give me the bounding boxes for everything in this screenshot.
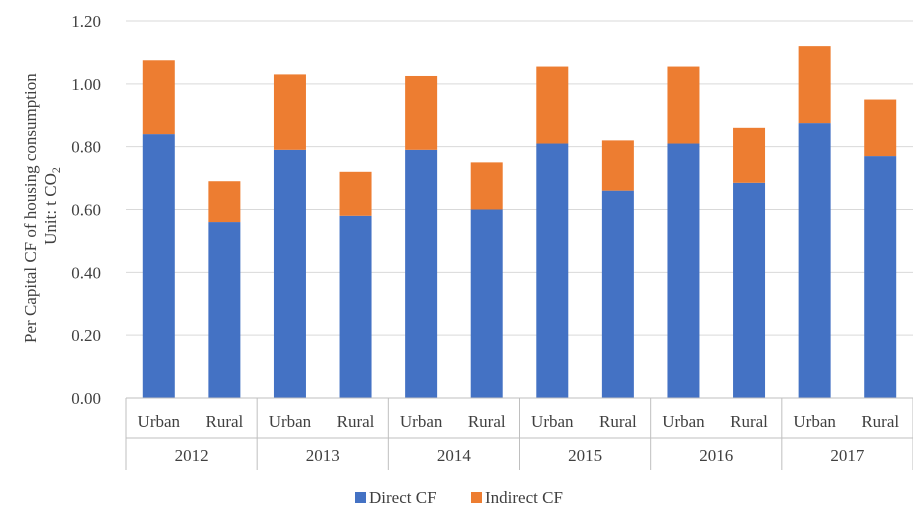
x-category-label: Rural [730, 412, 768, 431]
legend: Direct CF Indirect CF [355, 488, 563, 507]
y-tick-label: 1.00 [71, 75, 101, 94]
x-category-label: Urban [138, 412, 181, 431]
bar-indirect-4 [405, 75, 438, 150]
bar-direct-4 [405, 149, 438, 398]
x-category-label: Urban [400, 412, 443, 431]
bar-direct-9 [733, 182, 766, 398]
bar-indirect-11 [864, 99, 897, 157]
x-category-label: Rural [599, 412, 637, 431]
legend-label-0: Direct CF [369, 488, 437, 507]
x-category-label: Urban [793, 412, 836, 431]
bar-direct-11 [864, 156, 897, 398]
y-axis-label-subscript: 2 [49, 167, 63, 173]
x-category-label: Rural [337, 412, 375, 431]
y-tick-label: 0.60 [71, 201, 101, 220]
bar-indirect-5 [470, 162, 503, 210]
x-category-label: Urban [531, 412, 574, 431]
bar-direct-1 [208, 222, 241, 398]
x-year-label: 2014 [437, 446, 472, 465]
x-year-label: 2015 [568, 446, 602, 465]
x-category-label: Urban [269, 412, 312, 431]
bar-indirect-3 [339, 171, 372, 216]
bar-indirect-7 [601, 140, 634, 191]
bar-direct-5 [470, 209, 503, 398]
gridlines [126, 20, 913, 336]
x-category-label: Urban [662, 412, 705, 431]
x-year-label: 2017 [830, 446, 865, 465]
bars [142, 46, 897, 399]
bar-direct-3 [339, 215, 372, 398]
legend-swatch-1 [471, 492, 482, 503]
bar-direct-10 [798, 123, 831, 399]
y-axis-label: Per Capital CF of housing consumption Un… [21, 69, 63, 343]
legend-label-1: Indirect CF [485, 488, 563, 507]
y-tick-label: 1.20 [71, 12, 101, 31]
bar-indirect-6 [536, 66, 569, 144]
x-year-label: 2016 [699, 446, 733, 465]
x-year-label: 2012 [175, 446, 209, 465]
legend-swatch-0 [355, 492, 366, 503]
bar-indirect-10 [798, 46, 831, 124]
y-axis-label-line1: Per Capital CF of housing consumption [21, 73, 40, 343]
bar-direct-2 [273, 149, 306, 398]
x-category-label: Rural [205, 412, 243, 431]
bar-indirect-0 [142, 60, 175, 135]
bar-indirect-1 [208, 181, 241, 223]
x-category-label: Rural [861, 412, 899, 431]
bar-indirect-9 [733, 127, 766, 183]
y-tick-label: 0.40 [71, 263, 101, 282]
y-axis-label-line2: Unit: t CO [41, 173, 60, 245]
y-tick-label: 0.20 [71, 326, 101, 345]
y-tick-label: 0.80 [71, 138, 101, 157]
x-category-label: Rural [468, 412, 506, 431]
x-year-label: 2013 [306, 446, 340, 465]
bar-direct-6 [536, 143, 569, 398]
bar-direct-8 [667, 143, 700, 398]
bar-direct-0 [142, 134, 175, 398]
bar-indirect-8 [667, 66, 700, 144]
bar-direct-7 [601, 190, 634, 398]
bar-indirect-2 [273, 74, 306, 150]
y-tick-label: 0.00 [71, 389, 101, 408]
axes: 0.00 0.20 0.40 0.60 0.80 1.00 1.20 Urban Rural Ur… [71, 12, 913, 470]
